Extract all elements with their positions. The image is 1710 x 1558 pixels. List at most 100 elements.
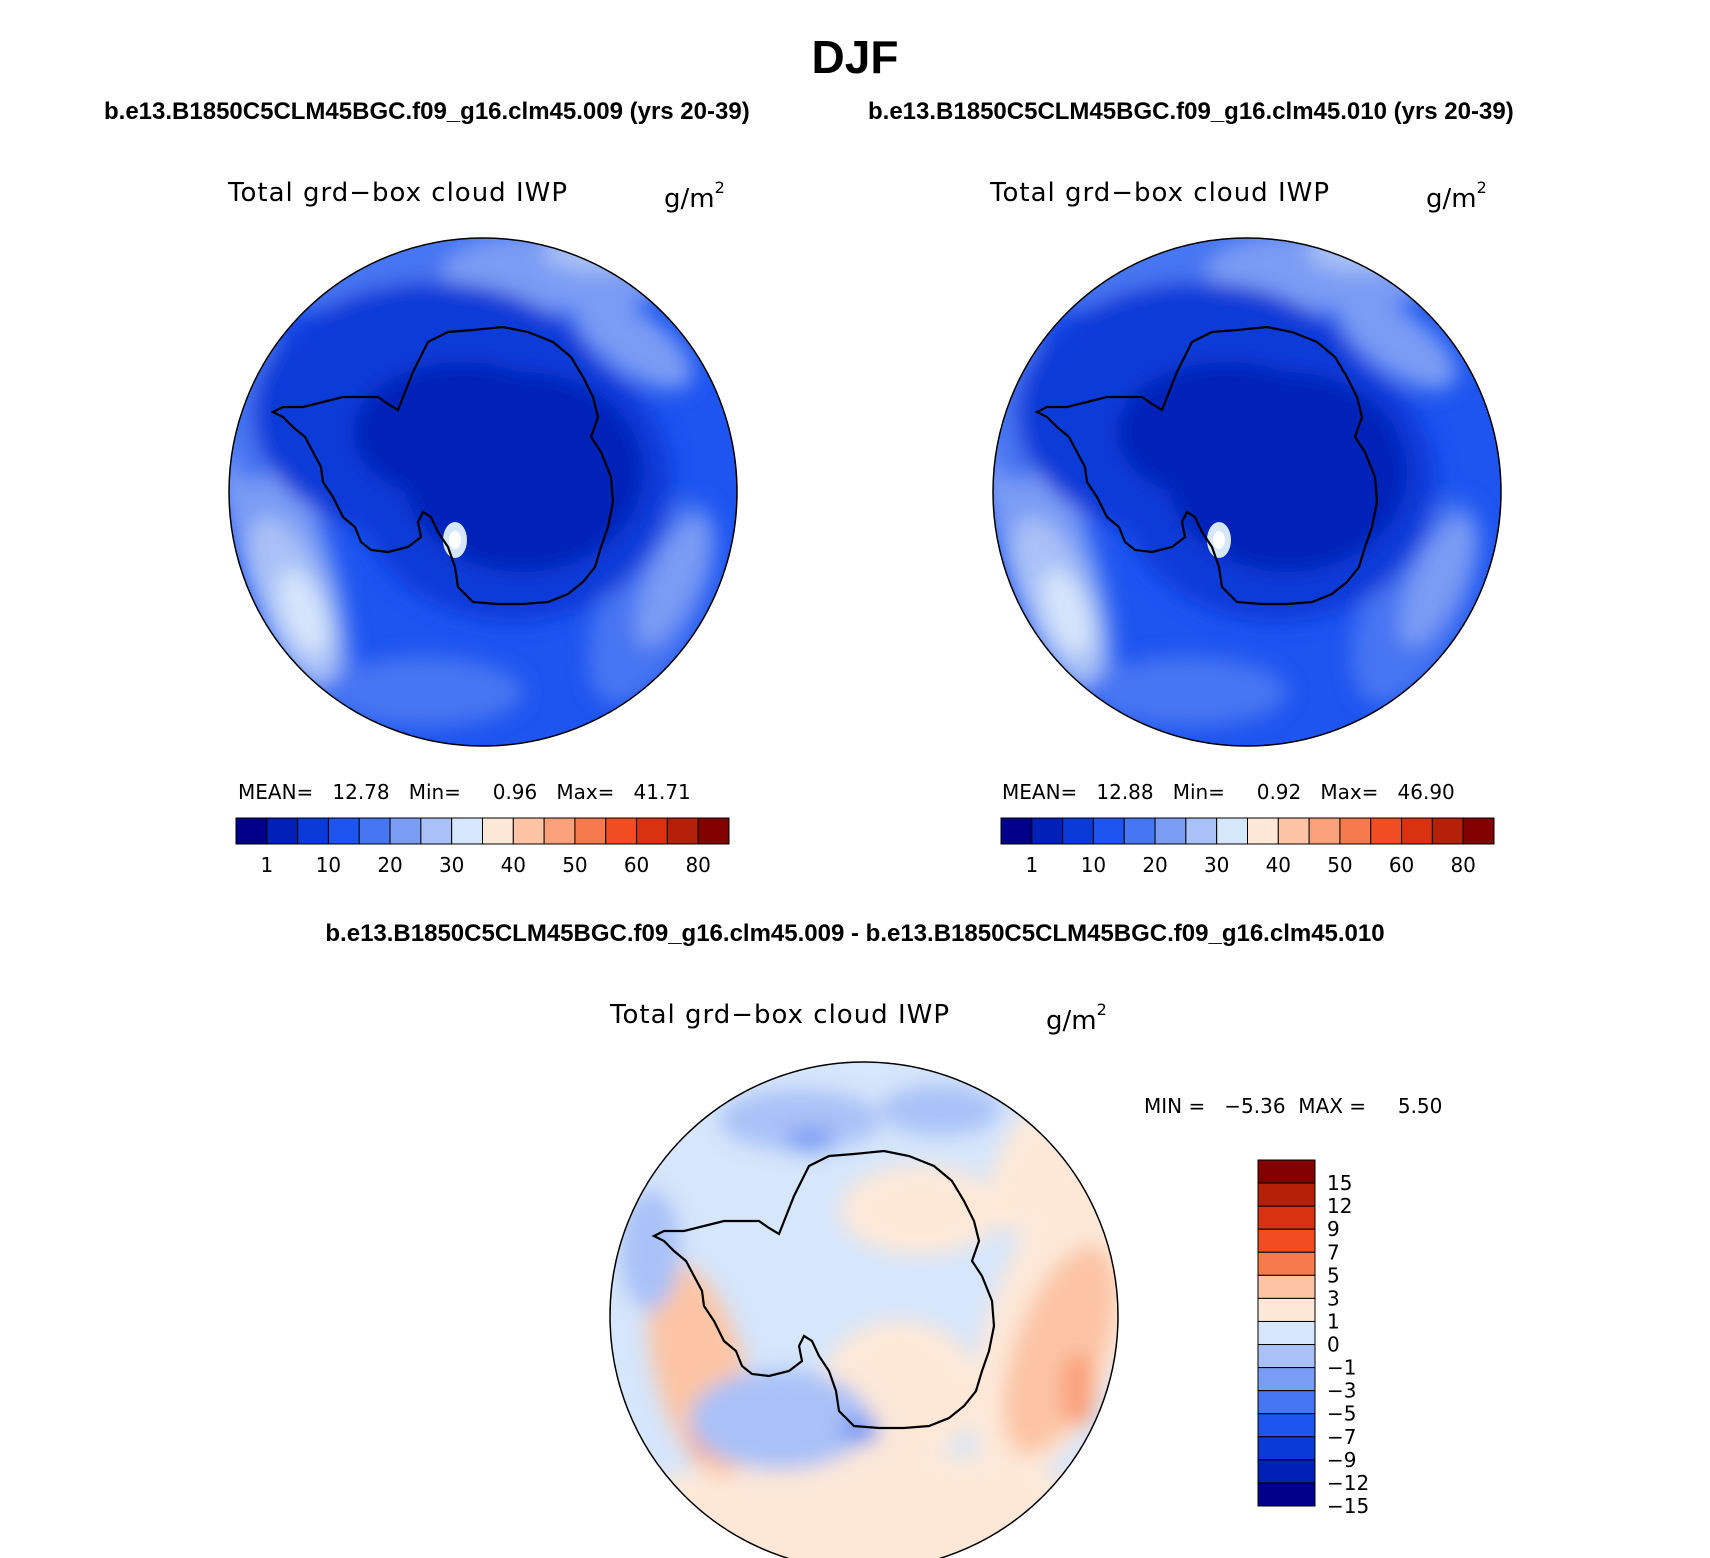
colorbar-box	[512, 817, 545, 845]
colorbar-box	[636, 817, 668, 845]
difference-title: b.e13.B1850C5CLM45BGC.f09_g16.clm45.009 …	[325, 920, 1385, 947]
right-run-title: b.e13.B1850C5CLM45BGC.f09_g16.clm45.010 …	[868, 98, 1514, 125]
colorbar-label: 1	[1025, 853, 1038, 877]
colorbar-box	[420, 817, 453, 845]
colorbar-label: 3	[1327, 1286, 1340, 1310]
colorbar-label: 20	[377, 853, 402, 877]
left-variable-label: Total grd−box cloud IWP	[228, 178, 569, 208]
colorbar-box	[1401, 817, 1433, 845]
colorbar-label: 12	[1327, 1194, 1352, 1218]
left-units: g/m2	[664, 178, 725, 214]
colorbar-label: 0	[1327, 1333, 1340, 1357]
colorbar-box	[1062, 817, 1094, 845]
colorbar-box	[1257, 1228, 1316, 1253]
left-stats: MEAN= 12.78 Min= 0.96 Max= 41.71	[238, 780, 691, 804]
colorbar-box	[1370, 817, 1403, 845]
colorbar-box	[1257, 1482, 1316, 1507]
right-stats: MEAN= 12.88 Min= 0.92 Max= 46.90	[1002, 780, 1455, 804]
colorbar-box	[235, 817, 268, 845]
colorbar-label: 9	[1327, 1217, 1340, 1241]
colorbar-box	[358, 817, 391, 845]
colorbar-label: 5	[1327, 1263, 1340, 1287]
colorbar-label: 50	[1327, 853, 1352, 877]
colorbar-box	[1257, 1205, 1316, 1230]
colorbar-box	[1031, 817, 1064, 845]
colorbar-label: −9	[1327, 1448, 1356, 1472]
colorbar-box	[697, 817, 730, 845]
colorbar-label: −12	[1327, 1471, 1369, 1495]
left-colorbar: 1 10 20 30 40 50 60 80	[235, 817, 730, 877]
colorbar-label: −5	[1327, 1402, 1356, 1426]
colorbar-label: 7	[1327, 1240, 1340, 1264]
colorbar-label: −3	[1327, 1379, 1356, 1403]
colorbar-label: 30	[439, 853, 464, 877]
colorbar-box	[482, 817, 514, 845]
colorbar-box	[1154, 817, 1187, 845]
colorbar-box	[1000, 817, 1033, 845]
colorbar-box	[666, 817, 699, 845]
colorbar-label: 10	[316, 853, 341, 877]
colorbar-box	[605, 817, 638, 845]
colorbar-label: −15	[1327, 1494, 1369, 1518]
colorbar-box	[1257, 1436, 1316, 1461]
colorbar-label: 60	[1389, 853, 1414, 877]
colorbar-label: 20	[1142, 853, 1167, 877]
diff-map-field	[610, 1062, 1118, 1558]
colorbar-label: −7	[1327, 1425, 1356, 1449]
colorbar-box	[297, 817, 329, 845]
colorbar-label: 1	[1327, 1309, 1340, 1333]
colorbar-box	[1308, 817, 1341, 845]
colorbar-label: 1	[260, 853, 273, 877]
colorbar-box	[1092, 817, 1125, 845]
colorbar-box	[1257, 1390, 1316, 1415]
right-map-border	[992, 237, 1502, 747]
colorbar-box	[1257, 1182, 1316, 1207]
colorbar-label: 10	[1081, 853, 1106, 877]
colorbar-box	[1257, 1297, 1316, 1322]
diff-units: g/m2	[1046, 1000, 1107, 1036]
colorbar-label: 30	[1204, 853, 1229, 877]
colorbar-box	[1257, 1413, 1316, 1438]
colorbar-label: 15	[1327, 1171, 1352, 1195]
colorbar-box	[327, 817, 360, 845]
colorbar-box	[1123, 817, 1156, 845]
colorbar-label: 60	[624, 853, 649, 877]
left-map-border	[228, 237, 738, 747]
colorbar-box	[1257, 1459, 1316, 1484]
colorbar-box	[1257, 1320, 1316, 1346]
colorbar-label: 40	[501, 853, 526, 877]
colorbar-box	[574, 817, 607, 845]
figure-title: DJF	[811, 31, 899, 83]
right-colorbar: 1 10 20 30 40 50 60 80	[1000, 817, 1495, 877]
colorbar-box	[1185, 817, 1218, 845]
colorbar-label: −1	[1327, 1356, 1356, 1380]
colorbar-box	[1462, 817, 1495, 845]
colorbar-label: 80	[685, 853, 710, 877]
colorbar-box	[266, 817, 299, 845]
colorbar-box	[1257, 1251, 1316, 1276]
colorbar-box	[1257, 1274, 1316, 1299]
colorbar-box	[1257, 1367, 1316, 1392]
colorbar-box	[1339, 817, 1372, 845]
left-map-field	[183, 192, 783, 792]
colorbar-box	[1216, 817, 1248, 845]
colorbar-box	[543, 817, 576, 845]
colorbar-box	[1257, 1344, 1316, 1369]
colorbar-box	[389, 817, 422, 845]
right-units: g/m2	[1426, 178, 1487, 214]
colorbar-label: 40	[1266, 853, 1291, 877]
right-map-field	[947, 192, 1547, 792]
colorbar-box	[451, 817, 483, 845]
diff-map-border	[609, 1061, 1119, 1558]
diff-variable-label: Total grd−box cloud IWP	[610, 1000, 951, 1030]
right-variable-label: Total grd−box cloud IWP	[990, 178, 1331, 208]
colorbar-label: 50	[562, 853, 587, 877]
colorbar-label: 80	[1450, 853, 1475, 877]
colorbar-box	[1277, 817, 1310, 845]
colorbar-box	[1247, 817, 1279, 845]
colorbar-box	[1431, 817, 1464, 845]
colorbar-box	[1257, 1159, 1316, 1184]
diff-stats: MIN = −5.36 MAX = 5.50	[1144, 1094, 1443, 1118]
